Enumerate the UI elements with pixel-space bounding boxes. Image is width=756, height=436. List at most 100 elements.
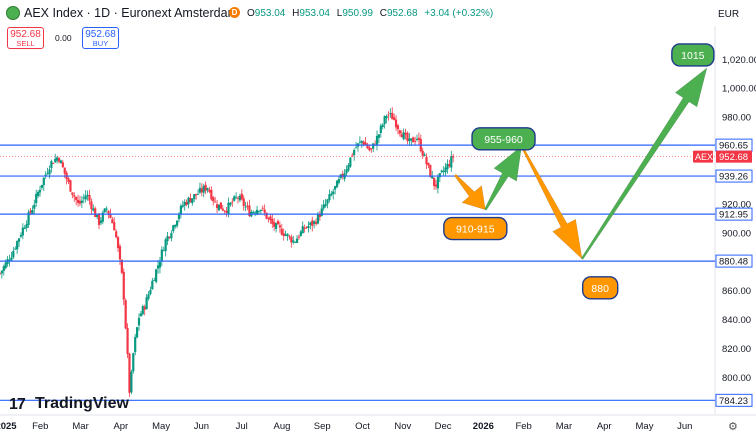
candle-body — [318, 214, 321, 217]
candle-body — [90, 201, 93, 210]
candle-body — [438, 173, 441, 178]
candle-body — [366, 144, 369, 149]
candle-body — [67, 178, 70, 182]
candle-body — [48, 169, 51, 175]
candle-body — [75, 196, 78, 200]
candle-body — [236, 197, 240, 199]
candle-body — [280, 228, 283, 235]
y-tick-label: 800.00 — [722, 373, 751, 384]
candle-body — [44, 174, 47, 177]
candle-body — [135, 327, 139, 338]
annotation-bubble — [471, 127, 536, 151]
candle-body — [94, 208, 97, 217]
candle-body — [431, 176, 434, 179]
symbol-title[interactable]: AEX Index · 1D · Euronext Amsterdam — [24, 6, 238, 20]
candle-body — [54, 158, 57, 163]
candle-body — [276, 220, 280, 225]
candle-body — [389, 112, 392, 114]
level-price-label: 939.26 — [719, 172, 748, 183]
candle-body — [372, 143, 375, 149]
candle-body — [314, 221, 318, 224]
candle-body — [313, 221, 316, 224]
y-tick-label: 840.00 — [722, 315, 751, 326]
candle-body — [137, 317, 141, 326]
x-tick-label: May — [636, 421, 654, 432]
level-price-label: 784.23 — [719, 396, 748, 407]
candle-body — [111, 219, 114, 224]
candle-body — [267, 218, 270, 219]
projection-arrow — [520, 145, 583, 260]
candle-body — [61, 162, 64, 168]
candle-body — [130, 371, 133, 393]
low-value: 950.99 — [342, 8, 373, 19]
level-price-tag — [715, 254, 753, 268]
candle-body — [177, 214, 181, 220]
candle-body — [259, 209, 262, 211]
candle-body — [358, 141, 361, 143]
x-tick-label: Mar — [556, 421, 572, 432]
candle-body — [78, 200, 82, 204]
candle-body — [391, 112, 394, 120]
gear-icon[interactable]: ⚙ — [728, 421, 738, 433]
candle-body — [415, 138, 419, 140]
candle-body — [364, 142, 367, 145]
candle-body — [286, 233, 289, 236]
candle-body — [248, 205, 251, 217]
candle-body — [282, 233, 285, 236]
candle-body — [351, 155, 354, 157]
x-tick-label: Feb — [515, 421, 531, 432]
candle-body — [328, 194, 331, 200]
candle-body — [263, 209, 266, 213]
candle-body — [80, 200, 83, 203]
candle-body — [149, 289, 152, 295]
candle-body — [122, 271, 125, 300]
y-tick-label: 980.00 — [722, 113, 751, 124]
candle-body — [257, 211, 261, 212]
candle-body — [410, 138, 413, 141]
candle-body — [21, 227, 24, 236]
sell-button[interactable]: 952.68 SELL — [7, 27, 44, 49]
candle-body — [76, 199, 80, 203]
candle-body — [141, 306, 144, 315]
candle-body — [235, 196, 238, 198]
candle-body — [362, 141, 365, 145]
candle-body — [288, 236, 291, 237]
candle-body — [175, 220, 179, 226]
candle-body — [158, 261, 162, 268]
candle-body — [36, 192, 40, 196]
candle-body — [151, 280, 154, 290]
candle-body — [406, 132, 409, 141]
candle-body — [115, 231, 118, 238]
currency-label[interactable]: EUR — [718, 9, 740, 20]
candle-body — [210, 189, 213, 200]
buy-button[interactable]: 952.68 BUY — [82, 27, 119, 49]
candle-body — [86, 194, 89, 197]
candle-body — [387, 114, 390, 116]
candle-body — [38, 189, 42, 193]
candle-body — [202, 186, 205, 193]
x-tick-label: Jul — [236, 421, 248, 432]
candle-body — [105, 208, 108, 210]
x-tick-label: 2025 — [0, 421, 17, 432]
data-badge-icon[interactable]: D — [229, 7, 240, 18]
x-tick-label: Feb — [32, 421, 48, 432]
candle-body — [155, 269, 158, 282]
candle-body — [400, 134, 403, 138]
x-tick-label: Aug — [274, 421, 291, 432]
candle-body — [132, 353, 135, 372]
candle-body — [128, 353, 131, 393]
candle-body — [440, 170, 443, 173]
candle-body — [425, 156, 428, 165]
candle-body — [200, 188, 203, 193]
candle-body — [27, 212, 30, 225]
candle-body — [84, 195, 87, 200]
x-tick-label: Jun — [194, 421, 209, 432]
candle-body — [290, 236, 293, 243]
candle-body — [427, 162, 430, 166]
candle-body — [33, 204, 36, 209]
tradingview-mark-icon: 17 — [9, 396, 26, 413]
candle-body — [326, 199, 329, 204]
candle-body — [25, 224, 28, 228]
tradingview-wordmark: TradingView — [35, 395, 129, 412]
